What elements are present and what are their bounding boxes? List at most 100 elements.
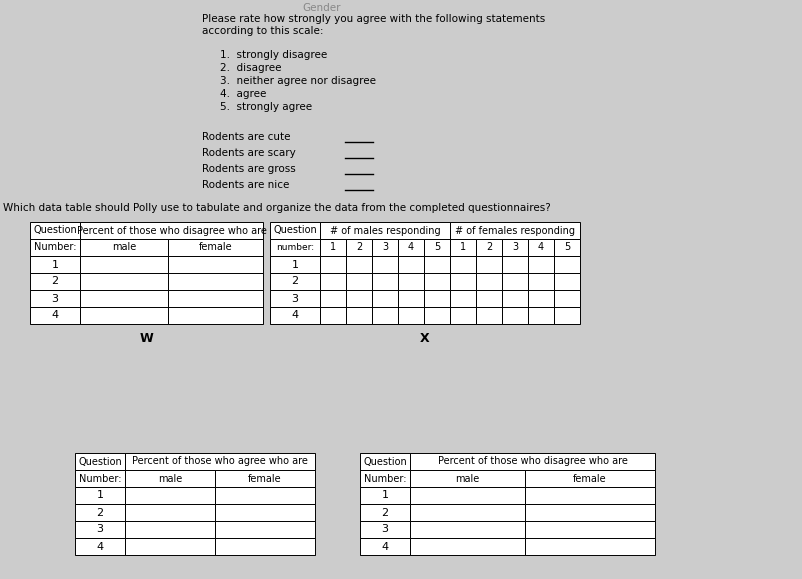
Bar [320, 256, 346, 273]
Text: Which data table should Polly use to tabulate and organize the data from the com: Which data table should Polly use to tab… [3, 203, 551, 213]
Bar [360, 487, 410, 504]
Bar [525, 470, 655, 487]
Bar [215, 487, 315, 504]
Text: 4: 4 [382, 541, 388, 552]
Text: 2: 2 [356, 243, 363, 252]
Text: Number:: Number: [34, 243, 76, 252]
Text: male: male [158, 474, 182, 483]
Bar [528, 307, 554, 324]
Bar [450, 273, 476, 290]
Text: 1: 1 [330, 243, 336, 252]
Text: Percent of those who agree who are: Percent of those who agree who are [132, 456, 308, 467]
Text: Gender: Gender [302, 3, 341, 13]
Bar [125, 453, 315, 470]
Bar [528, 273, 554, 290]
Bar [476, 307, 502, 324]
Text: 5: 5 [564, 243, 570, 252]
Bar [30, 256, 80, 273]
Bar [75, 487, 125, 504]
Bar [528, 290, 554, 307]
Bar [30, 222, 80, 239]
Bar [346, 307, 372, 324]
Bar [372, 239, 398, 256]
Bar [360, 453, 410, 470]
Bar [372, 307, 398, 324]
Bar [525, 504, 655, 521]
Bar [80, 273, 168, 290]
Text: 2: 2 [382, 508, 388, 518]
Text: Rodents are cute: Rodents are cute [202, 132, 290, 142]
Bar [168, 290, 263, 307]
Bar [554, 256, 580, 273]
Bar [270, 256, 320, 273]
Bar [528, 239, 554, 256]
Bar [168, 307, 263, 324]
Text: 2: 2 [51, 277, 59, 287]
Bar [80, 256, 168, 273]
Bar [75, 538, 125, 555]
Bar [168, 256, 263, 273]
Bar [215, 521, 315, 538]
Text: 3: 3 [512, 243, 518, 252]
Bar [75, 453, 125, 470]
Bar [346, 239, 372, 256]
Text: 1: 1 [96, 490, 103, 500]
Bar [398, 273, 424, 290]
Bar [410, 521, 525, 538]
Text: 2: 2 [96, 508, 103, 518]
Bar [215, 538, 315, 555]
Bar [80, 222, 263, 239]
Bar [270, 290, 320, 307]
Text: Percent of those who disagree who are: Percent of those who disagree who are [76, 225, 266, 236]
Text: 4: 4 [538, 243, 544, 252]
Text: 4.  agree: 4. agree [220, 89, 266, 99]
Bar [372, 290, 398, 307]
Bar [215, 470, 315, 487]
Bar [398, 290, 424, 307]
Bar [320, 307, 346, 324]
Text: 1.  strongly disagree: 1. strongly disagree [220, 50, 327, 60]
Text: 5.  strongly agree: 5. strongly agree [220, 102, 312, 112]
Bar [525, 538, 655, 555]
Bar [346, 256, 372, 273]
Text: 1: 1 [382, 490, 388, 500]
Bar [424, 273, 450, 290]
Bar [525, 521, 655, 538]
Bar [424, 290, 450, 307]
Bar [410, 538, 525, 555]
Text: Question: Question [273, 225, 317, 236]
Text: female: female [573, 474, 607, 483]
Text: 1: 1 [291, 259, 298, 269]
Bar [502, 239, 528, 256]
Text: number:: number: [276, 243, 314, 252]
Text: Please rate how strongly you agree with the following statements
according to th: Please rate how strongly you agree with … [202, 14, 545, 35]
Bar [125, 521, 215, 538]
Text: X: X [420, 332, 430, 345]
Bar [360, 521, 410, 538]
Bar [80, 239, 168, 256]
Bar [320, 239, 346, 256]
Bar [424, 256, 450, 273]
Text: 3: 3 [382, 525, 388, 534]
Text: Question: Question [78, 456, 122, 467]
Bar [346, 290, 372, 307]
Bar [450, 239, 476, 256]
Bar [502, 290, 528, 307]
Bar [476, 239, 502, 256]
Bar [270, 239, 320, 256]
Bar [30, 290, 80, 307]
Bar [125, 470, 215, 487]
Text: Percent of those who disagree who are: Percent of those who disagree who are [438, 456, 627, 467]
Text: 4: 4 [291, 310, 298, 321]
Bar [30, 239, 80, 256]
Bar [525, 487, 655, 504]
Text: 5: 5 [434, 243, 440, 252]
Bar [168, 239, 263, 256]
Bar [360, 470, 410, 487]
Bar [360, 538, 410, 555]
Bar [476, 256, 502, 273]
Text: Question: Question [363, 456, 407, 467]
Text: Number:: Number: [79, 474, 121, 483]
Text: 4: 4 [51, 310, 59, 321]
Bar [554, 239, 580, 256]
